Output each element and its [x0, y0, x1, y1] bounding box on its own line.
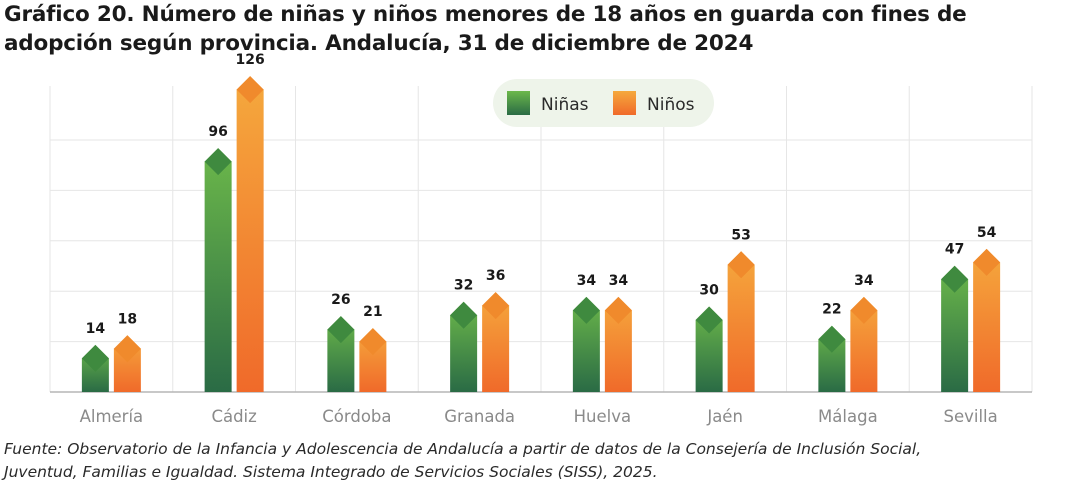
chart-title: Gráfico 20. Número de niñas y niños meno… — [4, 0, 1076, 58]
bar-cap-ninos-cádiz — [236, 76, 264, 104]
bar-ninas-jaén — [695, 306, 723, 392]
bar-cap-ninos-málaga — [850, 296, 878, 324]
legend-swatch-ninas — [507, 91, 530, 115]
data-label-ninos-sevilla: 54 — [977, 225, 997, 241]
bar-ninos-granada — [482, 292, 510, 392]
bar-cap-ninos-almería — [113, 335, 141, 363]
bar-cap-ninas-málaga — [818, 325, 846, 353]
data-label-ninos-córdoba: 21 — [363, 304, 382, 320]
bars — [81, 76, 1001, 392]
bar-cap-ninos-córdoba — [359, 328, 387, 356]
bar-ninos-málaga — [850, 296, 878, 392]
chart-title-line-2: adopción según provincia. Andalucía, 31 … — [4, 31, 754, 56]
data-label-ninas-cádiz: 96 — [208, 124, 227, 140]
data-label-ninos-almería: 18 — [118, 311, 137, 327]
data-label-ninas-almería: 14 — [86, 321, 106, 337]
data-label-ninos-granada: 36 — [486, 268, 505, 284]
bar-cap-ninas-huelva — [572, 296, 600, 324]
legend-label-ninos: Niños — [647, 95, 695, 115]
data-label-ninas-sevilla: 47 — [945, 242, 964, 258]
data-label-ninos-málaga: 34 — [854, 273, 874, 289]
bar-ninas-huelva — [572, 296, 600, 392]
bar-cap-ninos-huelva — [604, 296, 632, 324]
source-note: Fuente: Observatorio de la Infancia y Ad… — [4, 438, 1078, 484]
tick-label-huelva: Huelva — [574, 407, 631, 426]
legend-label-ninas: Niñas — [541, 95, 589, 115]
data-label-ninas-málaga: 22 — [822, 302, 841, 318]
source-line-2: Juventud, Familias e Igualdad. Sistema I… — [4, 463, 658, 481]
bar-cap-ninas-sevilla — [941, 265, 969, 293]
legend: Niñas Niños — [493, 79, 714, 127]
data-label-ninas-granada: 32 — [454, 278, 473, 294]
gridlines — [49, 86, 1033, 393]
bar-cap-ninas-cádiz — [204, 148, 232, 176]
tick-label-jaén: Jaén — [706, 407, 743, 426]
data-label-ninos-huelva: 34 — [609, 273, 629, 289]
bar-cap-ninos-granada — [482, 292, 510, 320]
bar-ninos-cádiz — [236, 76, 264, 392]
bar-ninas-granada — [450, 301, 478, 392]
bar-ninas-cádiz — [204, 148, 232, 392]
bar-cap-ninos-jaén — [727, 251, 755, 279]
chart-title-line-1: Gráfico 20. Número de niñas y niños meno… — [4, 2, 967, 27]
bar-cap-ninos-sevilla — [973, 248, 1001, 276]
data-label-ninas-jaén: 30 — [699, 283, 719, 299]
data-label-ninos-jaén: 53 — [731, 227, 750, 243]
bar-cap-ninas-córdoba — [327, 316, 355, 344]
tick-label-málaga: Málaga — [818, 407, 878, 426]
bar-ninos-huelva — [604, 296, 632, 392]
tick-label-sevilla: Sevilla — [943, 407, 997, 426]
tick-label-córdoba: Córdoba — [322, 407, 391, 426]
legend-background — [493, 79, 714, 127]
tick-label-cádiz: Cádiz — [211, 407, 256, 426]
bar-ninos-jaén — [727, 251, 755, 392]
tick-label-almería: Almería — [80, 407, 144, 426]
tick-label-granada: Granada — [444, 407, 515, 426]
data-label-ninas-huelva: 34 — [577, 273, 597, 289]
source-line-1: Fuente: Observatorio de la Infancia y Ad… — [4, 440, 922, 458]
data-labels: 14 18 96 126 26 21 32 36 34 34 30 53 22 34 47 54 — [86, 52, 997, 337]
bar-ninas-sevilla — [941, 265, 969, 392]
data-label-ninos-cádiz: 126 — [236, 52, 265, 68]
x-axis-tick-labels: Almería Cádiz Córdoba Granada Huelva Jaén Mála… — [80, 407, 998, 426]
bar-cap-ninas-almería — [81, 344, 109, 372]
bar-ninos-sevilla — [973, 248, 1001, 392]
bar-cap-ninas-jaén — [695, 306, 723, 334]
legend-swatch-ninos — [613, 91, 636, 115]
bar-cap-ninas-granada — [450, 301, 478, 329]
data-label-ninas-córdoba: 26 — [331, 292, 350, 308]
